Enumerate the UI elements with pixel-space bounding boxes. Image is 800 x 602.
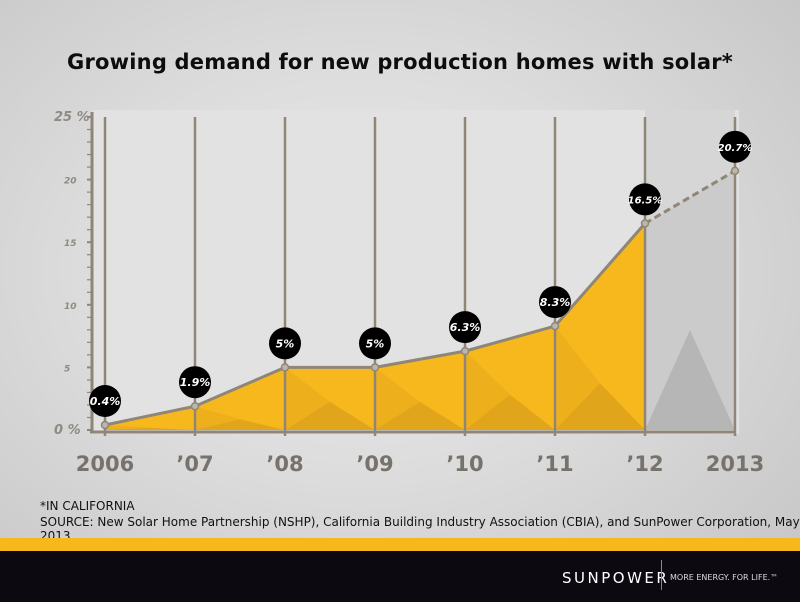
data-label-badge: [359, 327, 391, 360]
data-point: [280, 363, 290, 372]
footer-bar: [0, 551, 800, 602]
data-point: [730, 166, 740, 176]
area-facet: [375, 401, 465, 430]
x-tick-label: ’12: [626, 452, 663, 476]
projection-facet: [645, 330, 735, 430]
x-tick-label: ’08: [266, 452, 303, 476]
data-label: 8.3%: [540, 296, 571, 309]
x-tick-label: 2006: [76, 452, 134, 476]
accent-band: [0, 538, 800, 551]
area-facet: [105, 424, 150, 430]
projection-area: [645, 170, 735, 430]
x-tick-label: ’09: [356, 452, 393, 476]
data-label-badge: [179, 366, 211, 399]
data-label: 20.7%: [718, 143, 753, 154]
area-facet: [195, 406, 240, 430]
data-label: 16.5%: [628, 195, 663, 206]
area-facet: [555, 326, 600, 430]
data-label-badge: [449, 311, 481, 344]
y-tick-label: 10: [64, 302, 77, 312]
data-label-badge: [89, 384, 121, 417]
area-facet: [375, 367, 420, 430]
y-tick-label: 15: [64, 239, 77, 249]
y-tick-label: 5: [64, 364, 70, 374]
data-label: 1.9%: [180, 376, 211, 389]
projection-line: [644, 169, 736, 225]
y-tick-label: 25 %: [54, 110, 90, 125]
brand-logo: SUNPOWER: [562, 569, 670, 587]
area-facet: [285, 401, 375, 430]
data-point: [640, 219, 650, 228]
area-facet: [105, 427, 195, 430]
data-label: 6.3%: [450, 321, 481, 334]
data-point: [190, 401, 200, 411]
area-facet: [465, 394, 555, 430]
x-tick-label: ’10: [446, 452, 483, 476]
x-tick-label: ’07: [176, 452, 213, 476]
brand-tagline: MORE ENERGY. FOR LIFE.™: [670, 573, 779, 582]
data-point: [460, 346, 470, 356]
data-label-badge: [539, 286, 571, 319]
data-label-badge: [719, 130, 751, 163]
data-label-badge: [269, 327, 301, 360]
y-tick-label: 20: [64, 177, 77, 187]
area-facet: [195, 419, 285, 430]
data-point: [550, 321, 560, 331]
x-tick-label: ’11: [536, 452, 573, 476]
data-label: 0.4%: [90, 395, 121, 408]
footnote: *IN CALIFORNIA: [40, 499, 135, 513]
data-point: [100, 420, 110, 430]
logo-separator: [661, 560, 662, 590]
data-label: 5%: [276, 337, 295, 350]
area-facet: [555, 383, 645, 430]
area-facet: [285, 367, 330, 430]
data-label: 5%: [366, 337, 385, 350]
chart-title: Growing demand for new production homes …: [67, 50, 733, 74]
area-facet: [465, 351, 510, 430]
data-label-badge: [629, 183, 661, 216]
y-tick-label: 0 %: [54, 423, 81, 438]
x-tick-label: 2013: [706, 452, 764, 476]
data-point: [370, 363, 380, 372]
